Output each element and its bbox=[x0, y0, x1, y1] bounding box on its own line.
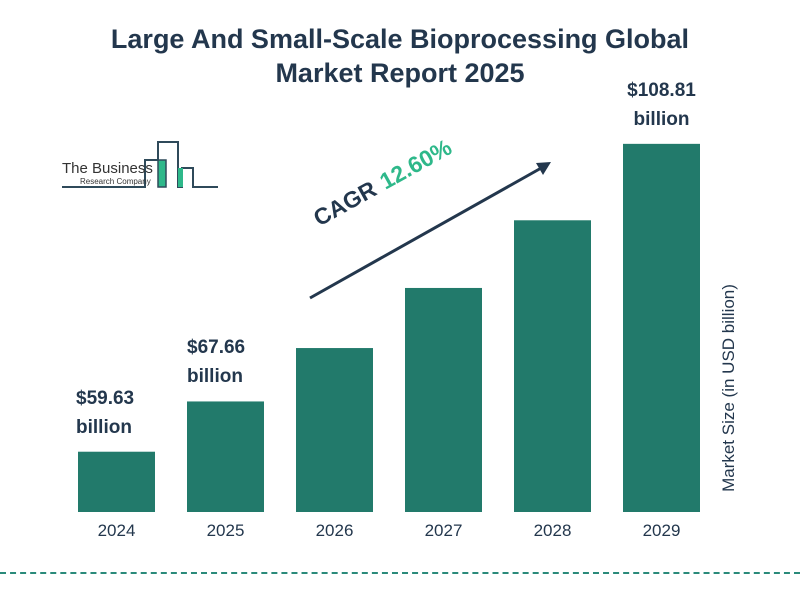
data-label-unit: billion bbox=[76, 416, 132, 438]
x-tick-label: 2028 bbox=[534, 521, 572, 540]
y-axis-label: Market Size (in USD billion) bbox=[719, 284, 738, 492]
x-tick-label: 2026 bbox=[316, 521, 354, 540]
logo-text: The Business bbox=[62, 160, 153, 177]
chart-title: Large And Small-Scale Bioprocessing Glob… bbox=[0, 22, 800, 90]
bar-2025 bbox=[187, 401, 264, 512]
bar-2024 bbox=[78, 451, 155, 512]
data-label: $59.63 billion bbox=[76, 384, 134, 442]
logo-graphic bbox=[62, 141, 218, 188]
data-label-unit: billion bbox=[187, 366, 243, 388]
bar-2029 bbox=[623, 143, 700, 512]
divider-line bbox=[0, 572, 800, 574]
data-label-value: $67.66 bbox=[187, 337, 246, 359]
x-tick-label: 2027 bbox=[425, 521, 463, 540]
title-line-2: Market Report 2025 bbox=[275, 58, 525, 88]
data-label-unit: billion bbox=[633, 108, 690, 130]
title-line-1: Large And Small-Scale Bioprocessing Glob… bbox=[110, 24, 690, 54]
data-label: $67.66 billion bbox=[187, 333, 245, 391]
cagr-arrow bbox=[309, 162, 551, 300]
bar-2028 bbox=[514, 220, 591, 512]
x-tick-label: 2029 bbox=[643, 521, 681, 540]
x-tick-label: 2025 bbox=[207, 521, 245, 540]
x-tick-label: 2024 bbox=[98, 521, 136, 540]
data-label: $108.81 billion bbox=[603, 76, 720, 134]
logo-subtext: Research Company bbox=[80, 177, 151, 186]
bar-2026 bbox=[296, 348, 373, 512]
data-label-value: $108.81 bbox=[627, 79, 696, 101]
data-label-value: $59.63 bbox=[76, 387, 135, 409]
bar-2027 bbox=[405, 287, 482, 512]
